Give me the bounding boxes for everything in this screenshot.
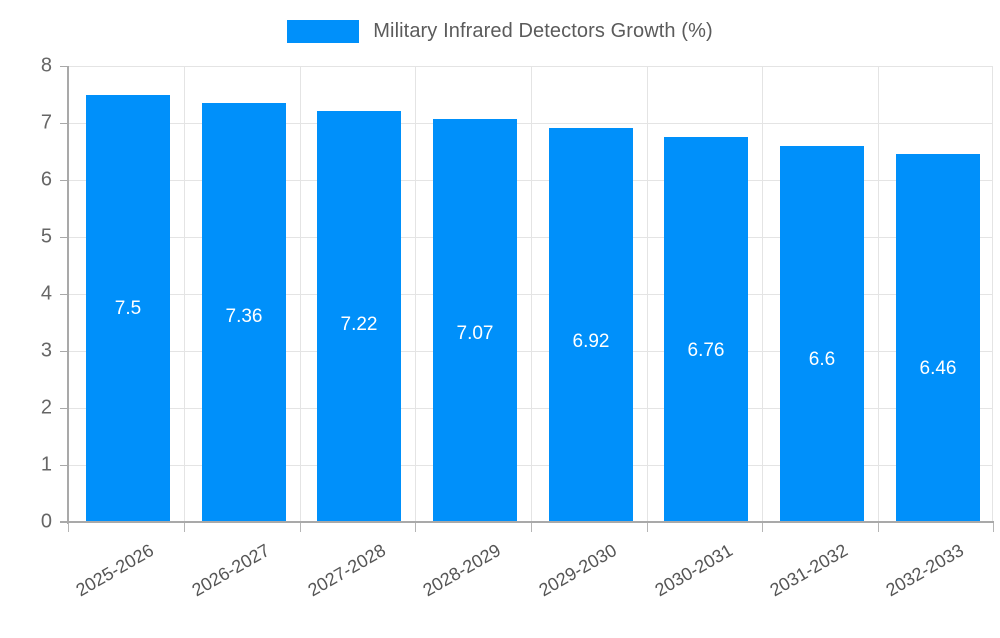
legend-series-label[interactable]: Military Infrared Detectors Growth (%)	[373, 19, 713, 42]
bar-2029-2030[interactable]	[549, 127, 633, 522]
y-tick-label: 5	[40, 225, 52, 248]
x-tick-mark	[415, 523, 416, 532]
plot-area: 7.5 7.36 7.22 7.07 6.92 6.76 6.6 6.46	[68, 66, 993, 522]
gridline-vertical	[878, 66, 879, 522]
chart-legend: Military Infrared Detectors Growth (%)	[0, 14, 1000, 48]
gridline-horizontal	[68, 294, 993, 295]
gridline-horizontal	[68, 180, 993, 181]
gridline-horizontal	[68, 237, 993, 238]
y-tick-label: 7	[40, 111, 52, 134]
gridline-horizontal	[68, 351, 993, 352]
y-tick-mark	[60, 408, 68, 409]
y-axis-labels: 8 7 6 5 4 3 2 1 0	[0, 0, 52, 600]
bar-2030-2031[interactable]	[664, 136, 748, 522]
bar-value-label: 7.07	[456, 323, 494, 344]
bar-chart: Military Infrared Detectors Growth (%) 8…	[0, 0, 1000, 600]
y-tick-label: 3	[40, 339, 52, 362]
y-tick-mark	[60, 351, 68, 352]
x-tick-mark	[993, 523, 994, 532]
bar-value-label: 7.36	[225, 306, 263, 327]
x-tick-mark	[184, 523, 185, 532]
y-tick-label: 2	[40, 396, 52, 419]
gridline-vertical	[300, 66, 301, 522]
bar-2031-2032[interactable]	[780, 145, 864, 522]
bar-2028-2029[interactable]	[433, 119, 517, 522]
bar-value-label: 6.76	[687, 340, 725, 361]
bar-value-label: 6.46	[919, 358, 957, 379]
y-tick-mark	[60, 237, 68, 238]
y-tick-label: 4	[40, 282, 52, 305]
x-tick-mark	[68, 523, 69, 532]
x-tick-mark	[531, 523, 532, 532]
x-tick-mark	[300, 523, 301, 532]
x-tick-mark	[878, 523, 879, 532]
x-tick-mark	[647, 523, 648, 532]
legend-color-swatch[interactable]	[287, 19, 360, 43]
bar-2025-2026[interactable]	[86, 94, 170, 522]
gridline-vertical	[762, 66, 763, 522]
gridline-vertical	[531, 66, 532, 522]
y-tick-label: 8	[40, 54, 52, 77]
y-tick-label: 0	[40, 510, 52, 533]
x-axis-line	[60, 521, 994, 523]
bar-2026-2027[interactable]	[202, 102, 286, 522]
gridline-horizontal	[68, 465, 993, 466]
y-axis-line	[67, 66, 69, 524]
y-tick-mark	[60, 66, 68, 67]
bar-value-label: 6.92	[572, 331, 610, 352]
gridline-vertical	[647, 66, 648, 522]
gridline-horizontal	[68, 66, 993, 67]
y-tick-mark	[60, 180, 68, 181]
y-tick-label: 1	[40, 453, 52, 476]
bar-2027-2028[interactable]	[317, 110, 401, 522]
bar-value-label: 7.5	[114, 298, 142, 319]
y-tick-mark	[60, 123, 68, 124]
gridline-vertical	[992, 66, 993, 522]
y-tick-mark	[60, 465, 68, 466]
gridline-vertical	[184, 66, 185, 522]
x-tick-mark	[762, 523, 763, 532]
bar-2032-2033[interactable]	[896, 153, 980, 522]
gridline-horizontal	[68, 123, 993, 124]
gridline-vertical	[415, 66, 416, 522]
gridline-horizontal	[68, 408, 993, 409]
y-tick-mark	[60, 294, 68, 295]
bar-value-label: 6.6	[808, 349, 836, 370]
y-tick-label: 6	[40, 168, 52, 191]
bar-value-label: 7.22	[340, 314, 378, 335]
